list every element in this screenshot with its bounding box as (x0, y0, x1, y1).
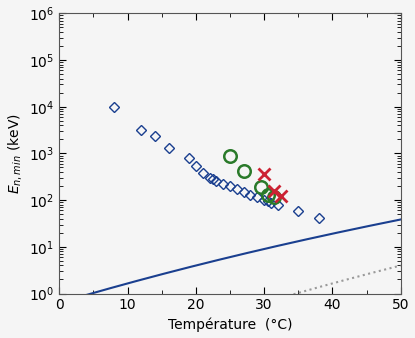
X-axis label: Température  (°C): Température (°C) (168, 318, 292, 333)
Y-axis label: $E_{n,min}$ (keV): $E_{n,min}$ (keV) (5, 113, 24, 194)
